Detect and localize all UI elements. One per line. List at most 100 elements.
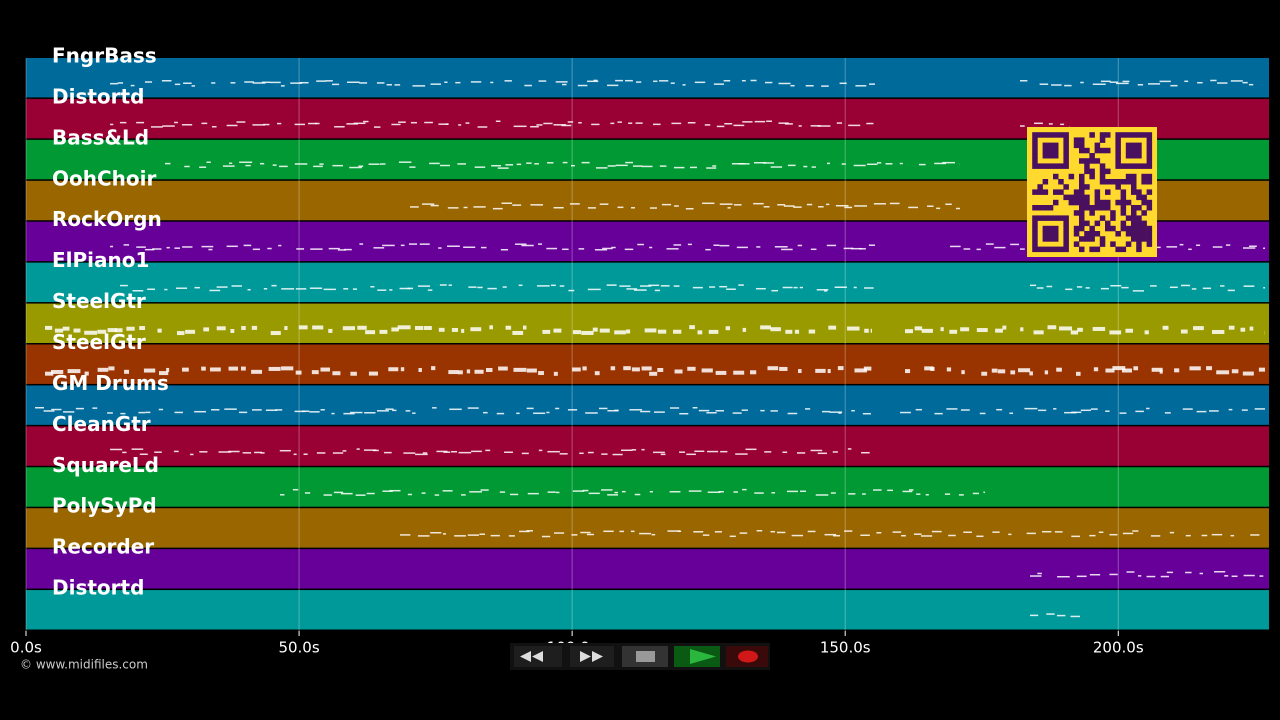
note — [603, 530, 614, 533]
forward-button[interactable] — [570, 646, 614, 667]
qr-module — [1073, 189, 1080, 195]
note — [870, 328, 872, 333]
note — [1169, 286, 1178, 289]
qr-module — [1146, 142, 1153, 149]
qr-module — [1032, 142, 1038, 149]
note — [363, 449, 377, 451]
qr-module — [1136, 153, 1142, 159]
qr-module — [1115, 132, 1121, 138]
note — [1038, 409, 1047, 412]
note — [837, 366, 844, 371]
note — [653, 411, 665, 413]
note — [835, 204, 849, 207]
note — [92, 407, 98, 409]
note — [1064, 411, 1077, 414]
note — [648, 284, 660, 287]
track-name: SteelGtr — [52, 330, 146, 354]
note — [1054, 531, 1063, 533]
note — [513, 367, 527, 372]
qr-module — [1136, 246, 1142, 253]
note — [1185, 534, 1191, 537]
note — [400, 534, 411, 536]
record-button[interactable] — [726, 646, 768, 667]
qr-module — [1042, 246, 1049, 253]
note — [174, 83, 181, 86]
note — [1159, 80, 1171, 83]
note — [550, 284, 556, 287]
note — [485, 367, 493, 372]
note — [1053, 408, 1057, 410]
qr-module — [1047, 231, 1054, 237]
note — [496, 412, 505, 415]
note — [251, 369, 263, 374]
note — [1159, 369, 1163, 374]
rewind-button[interactable] — [514, 646, 562, 667]
note — [432, 407, 437, 409]
note — [547, 162, 554, 164]
note — [742, 327, 747, 332]
note — [209, 367, 221, 372]
note — [228, 450, 240, 453]
note — [491, 164, 502, 167]
qr-module — [1079, 205, 1085, 211]
note — [826, 203, 830, 206]
note — [1242, 81, 1248, 84]
note — [677, 530, 682, 533]
qr-module — [1141, 132, 1147, 138]
note — [487, 287, 497, 290]
note — [902, 490, 913, 493]
note — [588, 492, 600, 495]
note — [485, 449, 491, 452]
note — [352, 288, 358, 290]
note — [461, 328, 465, 333]
note — [310, 248, 323, 250]
qr-module — [1136, 189, 1142, 195]
note — [526, 162, 532, 164]
note — [673, 329, 682, 334]
note — [660, 453, 666, 456]
note — [617, 206, 624, 209]
note — [526, 407, 534, 410]
qr-module — [1089, 158, 1095, 164]
note — [821, 85, 829, 87]
qr-module — [1063, 147, 1069, 154]
note — [649, 371, 658, 376]
qr-module — [1089, 246, 1095, 253]
note — [43, 410, 55, 412]
track-lane — [26, 590, 1269, 630]
note — [619, 285, 631, 287]
play-button[interactable] — [674, 646, 720, 667]
qr-module — [1084, 163, 1090, 169]
qr-module — [1125, 215, 1132, 221]
note — [1170, 84, 1178, 87]
qr-module — [1125, 241, 1132, 247]
note — [985, 243, 994, 245]
qr-module — [1099, 215, 1106, 221]
note — [292, 488, 299, 491]
note — [538, 204, 543, 206]
note — [1133, 366, 1139, 371]
qr-module — [1099, 132, 1106, 138]
note — [1248, 83, 1254, 86]
note — [331, 83, 340, 86]
note — [1179, 243, 1184, 246]
note — [182, 246, 193, 248]
note — [75, 407, 84, 410]
note — [774, 246, 788, 248]
note — [1105, 410, 1110, 412]
note — [796, 452, 806, 454]
note — [474, 369, 484, 374]
note — [303, 453, 308, 455]
note — [120, 412, 126, 415]
qr-module — [1042, 142, 1049, 149]
note — [467, 407, 479, 409]
note — [1029, 371, 1033, 376]
note — [901, 534, 906, 537]
note — [635, 122, 643, 124]
note — [333, 491, 344, 494]
stop-button[interactable] — [622, 646, 668, 667]
note — [1030, 575, 1042, 577]
qr-module — [1125, 179, 1132, 185]
qr-module — [1115, 246, 1121, 253]
note — [754, 120, 766, 123]
